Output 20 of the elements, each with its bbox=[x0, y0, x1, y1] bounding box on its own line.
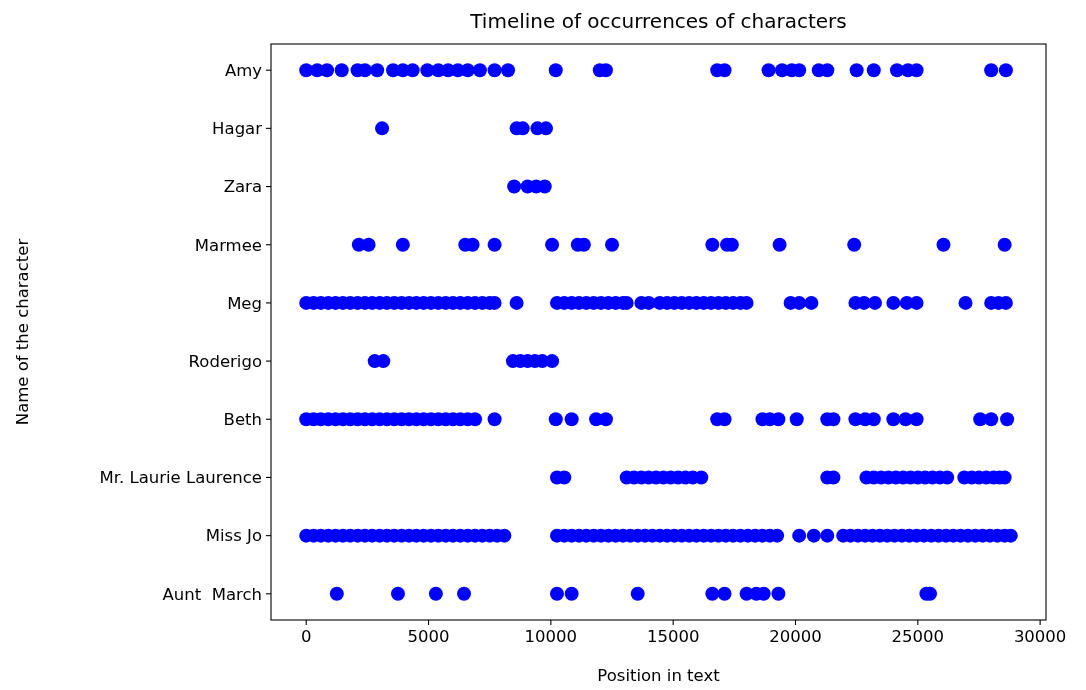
y-tick-label: Roderigo bbox=[188, 351, 262, 371]
y-tick-label: Miss Jo bbox=[205, 526, 262, 546]
y-tick-label: Amy bbox=[224, 60, 263, 80]
x-tick-label: 20000 bbox=[769, 627, 822, 646]
x-tick-label: 15000 bbox=[646, 627, 700, 646]
y-axis-title: Name of the character bbox=[13, 238, 32, 426]
y-tick-label: Beth bbox=[223, 410, 262, 430]
y-tick-label: Mr. Laurie Laurence bbox=[99, 468, 262, 488]
y-tick-label: Marmee bbox=[194, 235, 262, 255]
x-tick-label: 30000 bbox=[1013, 627, 1067, 646]
x-tick-label: 25000 bbox=[891, 627, 945, 646]
x-axis-title: Position in text bbox=[597, 666, 721, 685]
y-tick-label: Meg bbox=[227, 293, 262, 313]
y-tick-label: Zara bbox=[223, 177, 262, 197]
x-tick-label: 0 bbox=[300, 627, 312, 646]
x-tick-label: 5000 bbox=[407, 627, 450, 646]
x-tick-label: 10000 bbox=[524, 627, 578, 646]
y-tick-label: Hagar bbox=[212, 119, 263, 139]
y-tick-label: Aunt March bbox=[162, 584, 262, 604]
chart-title: Timeline of occurrences of characters bbox=[469, 9, 847, 33]
